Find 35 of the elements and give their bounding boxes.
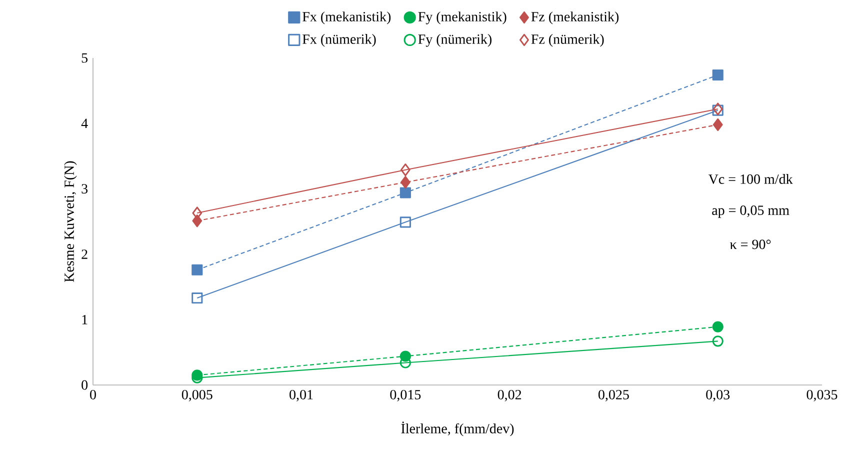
point bbox=[400, 187, 411, 198]
point bbox=[400, 216, 411, 228]
y-tick-label: 3 bbox=[82, 184, 88, 194]
legend-label: Fz (nümerik) bbox=[531, 34, 604, 47]
y-tick-label: 0 bbox=[82, 380, 88, 390]
x-tick-label: 0,015 bbox=[390, 390, 421, 402]
annotation: ap = 0,05 mm bbox=[712, 206, 790, 218]
x-tick-label: 0,02 bbox=[498, 390, 522, 402]
x-tick-label: 0,01 bbox=[290, 390, 313, 402]
point bbox=[400, 164, 410, 176]
point bbox=[400, 176, 410, 189]
y-tick-label: 1 bbox=[82, 314, 88, 324]
annotation: κ = 90° bbox=[730, 240, 771, 250]
legend-label: Fz (mekanistik) bbox=[531, 12, 619, 24]
legend-label: Fy (nümerik) bbox=[418, 34, 492, 47]
legend-label: Fx (mekanistik) bbox=[302, 12, 391, 24]
x-tick-label: 0,025 bbox=[598, 390, 629, 402]
x-tick-label: 0,005 bbox=[182, 390, 212, 402]
legend-label: Fx (nümerik) bbox=[302, 34, 376, 47]
point bbox=[192, 264, 203, 276]
annotation: Vc = 100 m/dk bbox=[708, 174, 793, 184]
x-axis-title: İlerleme, f(mm/dev) bbox=[401, 422, 514, 436]
point bbox=[712, 69, 724, 81]
x-tick-label: 0 bbox=[90, 390, 96, 400]
x-tick-label: 0,03 bbox=[706, 390, 730, 402]
point bbox=[712, 336, 724, 347]
legend-label: Fy (mekanistik) bbox=[418, 12, 506, 24]
y-tick-label: 2 bbox=[82, 250, 88, 259]
point bbox=[712, 321, 724, 332]
point bbox=[712, 118, 723, 132]
x-tick-label: 0,035 bbox=[806, 390, 838, 402]
y-tick-label: 4 bbox=[81, 118, 88, 128]
y-axis-title: Kesme Kuvveti, F(N) bbox=[64, 161, 77, 282]
y-tick-label: 5 bbox=[82, 53, 88, 63]
point bbox=[192, 292, 203, 304]
